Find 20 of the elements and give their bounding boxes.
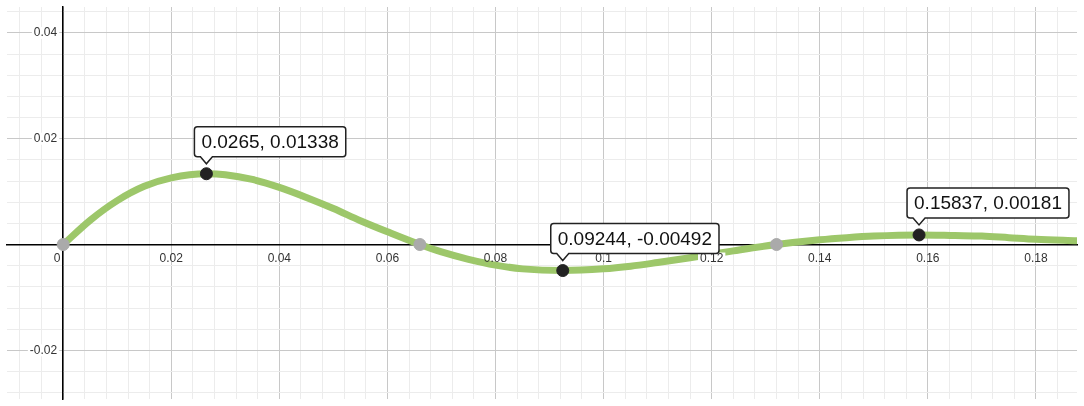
y-tick-label: -0.02	[29, 342, 58, 357]
point	[770, 238, 784, 252]
x-tick-label: 0.16	[916, 250, 940, 265]
point	[413, 238, 427, 252]
x-tick-label: 0.06	[375, 250, 400, 265]
x-tick-label: 0.18	[1024, 250, 1048, 265]
annotation: 0.15837, 0.00181	[914, 192, 1062, 214]
x-tick-label: 0.02	[159, 250, 184, 265]
x-tick-label: 0.14	[808, 250, 832, 265]
point	[199, 167, 213, 181]
x-tick-label: 0	[53, 250, 61, 265]
x-tick-label: 0.04	[267, 250, 292, 265]
x-tick-label: 0.08	[483, 250, 508, 265]
point	[56, 238, 70, 252]
y-tick-label: 0.04	[33, 25, 58, 40]
y-tick-label: 0.02	[33, 131, 58, 146]
point	[556, 264, 570, 278]
point	[912, 228, 926, 242]
annotation: 0.0265, 0.01338	[201, 130, 339, 152]
annotation: 0.09244, -0.00492	[557, 227, 712, 249]
